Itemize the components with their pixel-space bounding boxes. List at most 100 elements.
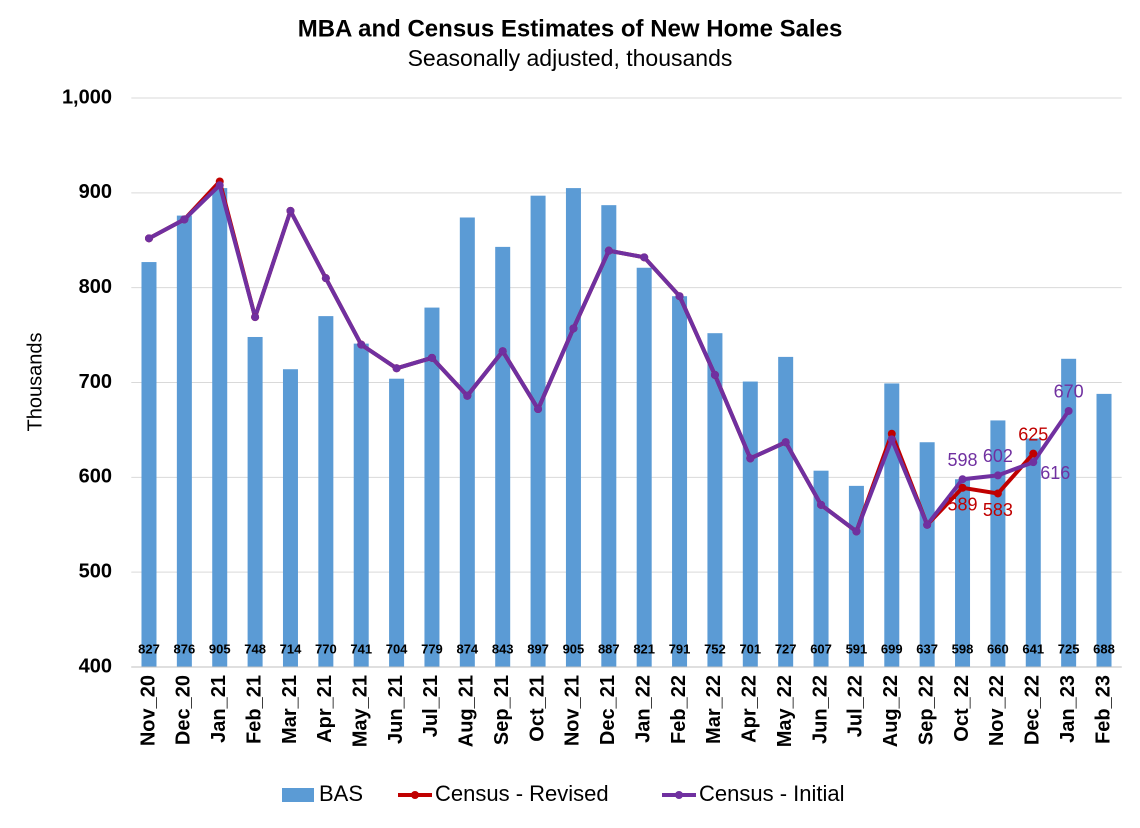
line-point: [640, 253, 649, 262]
bar: [282, 369, 298, 667]
y-tick-label: 700: [79, 371, 112, 393]
x-tick-label: Jan_21: [208, 675, 230, 743]
line-point: [392, 364, 401, 373]
x-tick-label: Jun_21: [385, 675, 407, 744]
bar: [353, 343, 369, 667]
line-point: [923, 520, 932, 529]
x-tick-label: Aug_21: [456, 675, 478, 747]
line-point: [427, 353, 436, 362]
bar: [212, 188, 228, 667]
bar-value-label: 905: [209, 641, 231, 656]
line-point: [817, 500, 826, 509]
bar: [672, 296, 688, 667]
data-label: 616: [1040, 463, 1070, 483]
line-point: [357, 340, 366, 349]
bar-value-label: 727: [775, 641, 797, 656]
y-tick-label: 800: [79, 276, 112, 298]
line-point: [144, 234, 153, 243]
bar-value-label: 876: [174, 641, 196, 656]
x-tick-label: Jul_21: [420, 675, 442, 737]
bar: [990, 420, 1006, 667]
x-tick-label: Feb_21: [243, 675, 265, 744]
bar: [176, 215, 192, 668]
x-tick-label: May_21: [349, 675, 371, 747]
bar-value-label: 688: [1093, 641, 1115, 656]
line-point: [781, 438, 790, 447]
bar: [601, 205, 617, 667]
x-tick-label: Dec_22: [1022, 675, 1044, 745]
x-tick-label: Jan_22: [632, 675, 654, 743]
data-label: 583: [983, 500, 1013, 520]
bar: [459, 217, 475, 668]
line-point: [1064, 406, 1073, 415]
legend-swatch: [675, 791, 683, 799]
bar-value-label: 827: [138, 641, 160, 656]
y-tick-label: 1,000: [62, 86, 112, 108]
line-point: [710, 370, 719, 379]
bar: [919, 442, 935, 667]
bar-value-label: 874: [456, 641, 478, 656]
bar-value-label: 741: [350, 641, 372, 656]
bar-value-label: 905: [563, 641, 585, 656]
x-tick-label: Apr_22: [739, 675, 761, 743]
data-label: 625: [1018, 424, 1048, 444]
x-tick-label: Nov_21: [562, 675, 584, 746]
bar: [955, 479, 971, 667]
bar-value-label: 887: [598, 641, 620, 656]
bar-value-label: 607: [810, 641, 832, 656]
line-point: [604, 246, 613, 255]
chart-subtitle: Seasonally adjusted, thousands: [408, 45, 733, 71]
grid: [131, 97, 1122, 668]
x-tick-label: May_22: [774, 675, 796, 747]
bar: [247, 336, 263, 667]
line-point: [286, 206, 295, 215]
x-tick-label: Jan_23: [1057, 675, 1079, 743]
line-point: [852, 527, 861, 536]
line-point: [993, 471, 1002, 480]
bar-value-label: 704: [386, 641, 408, 656]
x-tick-label: Feb_22: [668, 675, 690, 744]
x-tick-label: Dec_21: [597, 675, 619, 745]
data-label: 589: [948, 495, 978, 515]
bar-value-label: 701: [739, 641, 761, 656]
x-tick-label: Nov_22: [986, 675, 1008, 746]
legend-swatch: [282, 788, 314, 802]
bar: [141, 262, 157, 667]
bar-value-label: 725: [1058, 641, 1080, 656]
line-point: [1029, 449, 1038, 458]
x-tick-label: Jun_22: [809, 675, 831, 744]
x-tick-label: Mar_22: [703, 675, 725, 744]
line-point: [958, 475, 967, 484]
bar: [884, 383, 900, 667]
bar: [1096, 393, 1112, 667]
y-tick-label: 500: [79, 560, 112, 582]
line-point: [215, 181, 224, 190]
line-point: [993, 489, 1002, 498]
line-point: [321, 274, 330, 283]
bar-value-label: 791: [669, 641, 691, 656]
bar-value-label: 591: [846, 641, 868, 656]
line-point: [887, 429, 896, 438]
y-axis-label: Thousands: [24, 333, 46, 432]
bar: [1025, 438, 1041, 667]
legend-label: Census - Initial: [699, 781, 845, 806]
bar: [389, 378, 405, 667]
data-label: 670: [1054, 382, 1084, 402]
bar-value-label: 641: [1022, 641, 1044, 656]
bar-value-label: 821: [633, 641, 655, 656]
line-point: [746, 454, 755, 463]
bar: [530, 195, 546, 667]
bar: [424, 307, 440, 667]
bar-value-label: 843: [492, 641, 514, 656]
x-tick-label: Feb_23: [1092, 675, 1114, 744]
bar-value-label: 598: [952, 641, 974, 656]
bar: [707, 333, 723, 667]
line-point: [534, 405, 543, 414]
y-tick-label: 900: [79, 181, 112, 203]
legend-swatch: [411, 791, 419, 799]
bar-value-label: 660: [987, 641, 1009, 656]
bar-value-label: 770: [315, 641, 337, 656]
bar-value-label: 637: [916, 641, 938, 656]
bar: [742, 381, 758, 667]
x-tick-label: Aug_22: [880, 675, 902, 747]
